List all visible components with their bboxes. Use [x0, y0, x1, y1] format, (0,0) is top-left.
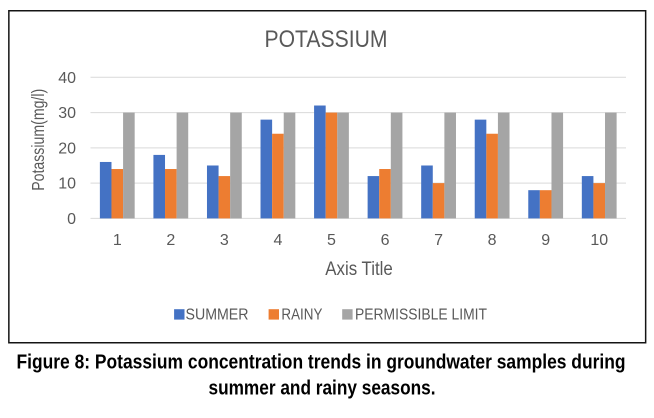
- svg-text:PERMISSIBLE LIMIT: PERMISSIBLE LIMIT: [355, 307, 487, 324]
- svg-text:5: 5: [327, 232, 336, 249]
- svg-text:Figure 8: Potassium concentrat: Figure 8: Potassium concentration trends…: [17, 352, 626, 374]
- svg-text:6: 6: [381, 232, 390, 249]
- svg-text:Axis Title: Axis Title: [325, 258, 393, 280]
- svg-text:20: 20: [58, 140, 76, 157]
- svg-text:30: 30: [58, 105, 76, 122]
- svg-text:8: 8: [488, 232, 497, 249]
- svg-text:RAINY: RAINY: [281, 307, 322, 324]
- svg-text:10: 10: [590, 232, 608, 249]
- svg-text:POTASSIUM: POTASSIUM: [265, 26, 388, 53]
- svg-text:2: 2: [166, 232, 175, 249]
- svg-text:40: 40: [58, 70, 76, 87]
- svg-text:4: 4: [273, 232, 282, 249]
- svg-text:10: 10: [58, 176, 76, 193]
- svg-text:1: 1: [113, 232, 122, 249]
- svg-text:SUMMER: SUMMER: [186, 307, 249, 324]
- svg-text:7: 7: [434, 232, 443, 249]
- svg-text:0: 0: [67, 211, 76, 228]
- svg-text:3: 3: [220, 232, 229, 249]
- svg-text:summer and rainy seasons.: summer and rainy seasons.: [209, 378, 436, 400]
- svg-text:Potassium(mg/l): Potassium(mg/l): [28, 89, 48, 191]
- svg-text:9: 9: [541, 232, 550, 249]
